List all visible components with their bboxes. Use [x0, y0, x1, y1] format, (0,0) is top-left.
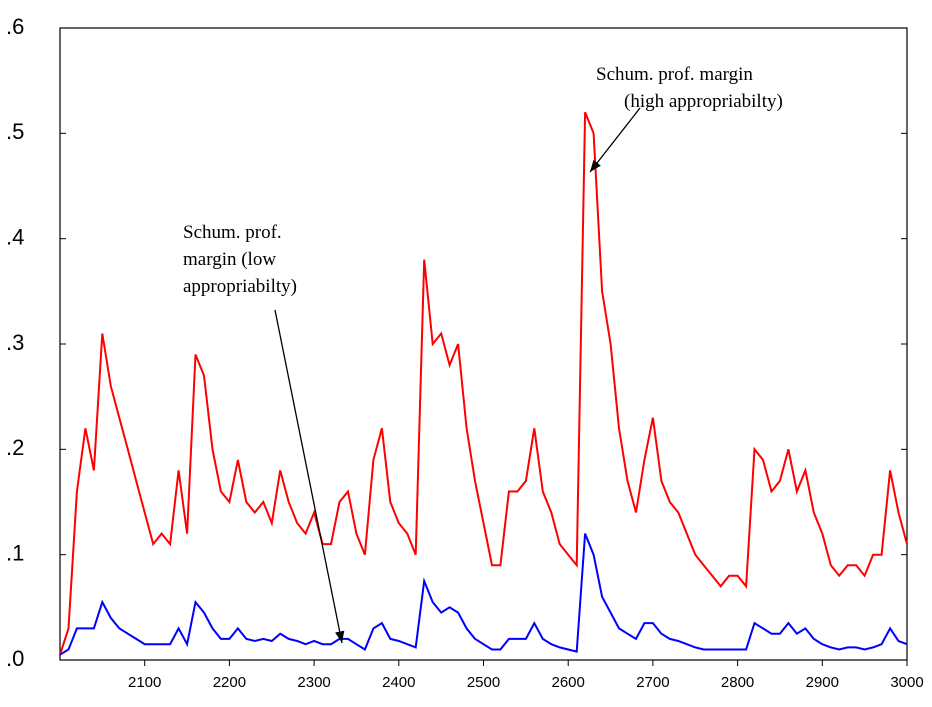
x-tick-label: 2600 — [552, 674, 585, 691]
x-tick-label: 2700 — [636, 674, 669, 691]
annotation: (high appropriabilty) — [624, 91, 783, 112]
annotation: margin (low — [183, 249, 276, 270]
y-tick-label: .2 — [6, 435, 24, 460]
annotation: Schum. prof. margin — [596, 64, 753, 85]
y-tick-label: .0 — [6, 646, 24, 671]
y-tick-label: .5 — [6, 119, 24, 144]
y-tick-label: .6 — [6, 14, 24, 39]
x-tick-label: 2500 — [467, 674, 500, 691]
annotation: Schum. prof. — [183, 222, 282, 243]
annotation-arrow — [274, 309, 345, 644]
y-tick-label: .3 — [6, 330, 24, 355]
x-tick-label: 2400 — [382, 674, 415, 691]
annotation: appropriabilty) — [183, 276, 297, 297]
x-tick-label: 2200 — [213, 674, 246, 691]
x-tick-label: 2800 — [721, 674, 754, 691]
x-tick-label: 2100 — [128, 674, 161, 691]
plot-frame — [59, 27, 908, 661]
y-tick-label: .4 — [6, 224, 24, 249]
x-tick-label: 2900 — [806, 674, 839, 691]
x-tick-label: 3000 — [890, 674, 923, 691]
x-tick-label: 2300 — [297, 674, 330, 691]
series-line — [59, 111, 908, 656]
y-tick-label: .1 — [6, 540, 24, 565]
annotation-arrow — [589, 107, 641, 173]
series-line — [59, 533, 908, 656]
